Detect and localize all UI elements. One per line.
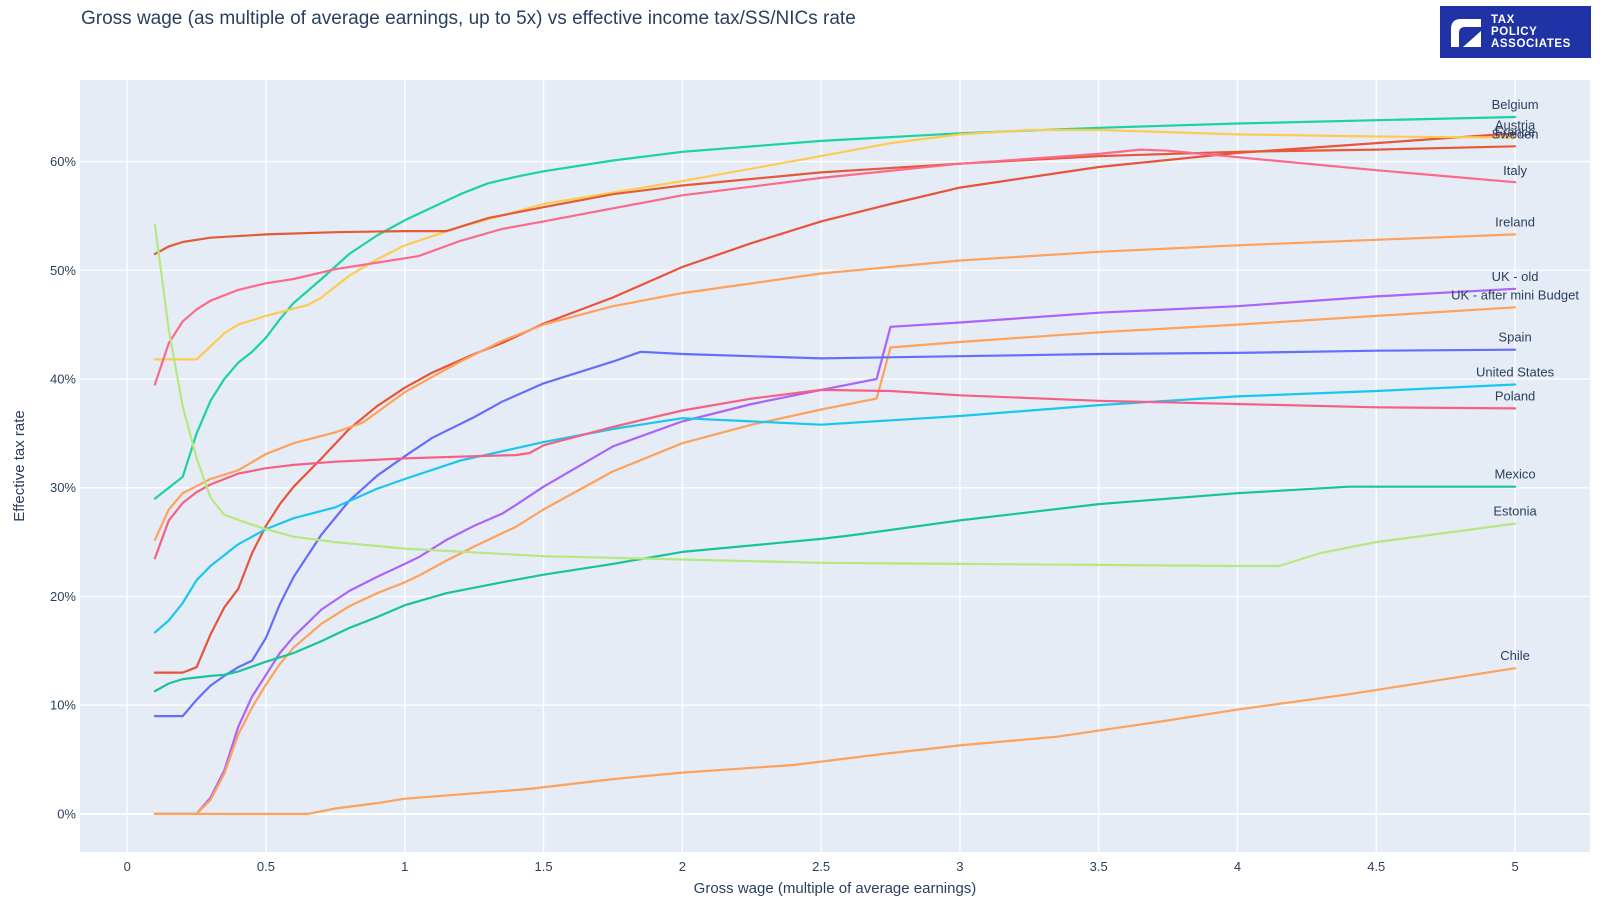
logo-text: TAX POLICY ASSOCIATES <box>1491 14 1571 50</box>
series-line-mexico <box>153 485 1517 693</box>
x-tick-label: 3.5 <box>1090 859 1108 874</box>
series-lines <box>153 115 1517 815</box>
x-tick-label: 4 <box>1234 859 1241 874</box>
series-line-italy <box>153 148 1517 386</box>
x-axis-title: Gross wage (multiple of average earnings… <box>694 880 977 897</box>
x-tick-label: 2.5 <box>812 859 830 874</box>
x-tick-label: 1 <box>401 859 408 874</box>
logo-line-2: POLICY <box>1491 26 1538 38</box>
logo-line-1: TAX <box>1491 14 1515 26</box>
plot-area <box>80 80 1590 852</box>
series-line-estonia <box>153 223 1517 568</box>
series-line-chile <box>153 667 1517 815</box>
gridlines <box>80 80 1590 852</box>
x-tick-label: 5 <box>1511 859 1518 874</box>
logo-line-3: ASSOCIATES <box>1491 38 1571 50</box>
y-tick-label: 40% <box>50 372 76 387</box>
series-label: Spain <box>1498 330 1531 345</box>
series-label: Chile <box>1500 648 1530 663</box>
series-label: Belgium <box>1492 97 1539 112</box>
y-tick-label: 0% <box>57 806 76 821</box>
series-label: Poland <box>1495 388 1535 403</box>
chart-title: Gross wage (as multiple of average earni… <box>81 8 856 29</box>
series-line-uk-after-mini-budget <box>153 306 1517 815</box>
y-tick-label: 60% <box>50 154 76 169</box>
series-line-france <box>153 128 1517 361</box>
series-line-uk-old <box>153 287 1517 815</box>
x-tick-label: 3 <box>956 859 963 874</box>
y-tick-label: 10% <box>50 698 76 713</box>
series-line-austria <box>153 132 1517 674</box>
x-tick-label: 0 <box>124 859 131 874</box>
y-axis-ticks: 0% 10% 20% 30% 40% 50% 60% <box>50 154 76 821</box>
x-tick-label: 1.5 <box>535 859 553 874</box>
series-label: France <box>1495 125 1535 140</box>
series-label: Austria <box>1495 117 1536 132</box>
x-axis-ticks: 0 0.5 1 1.5 2 2.5 3 3.5 4 4.5 5 <box>124 859 1519 874</box>
series-label: UK - old <box>1492 269 1539 284</box>
tax-policy-associates-logo: TAX POLICY ASSOCIATES <box>1440 6 1591 58</box>
y-tick-label: 20% <box>50 589 76 604</box>
series-label: United States <box>1476 364 1555 379</box>
series-line-sweden <box>153 145 1517 256</box>
series-label: UK - after mini Budget <box>1451 287 1579 302</box>
logo-mark-icon <box>1451 19 1481 47</box>
series-label: Estonia <box>1493 504 1537 519</box>
series-line-ireland <box>153 233 1517 541</box>
series-label: Mexico <box>1494 467 1535 482</box>
series-line-belgium <box>153 115 1517 500</box>
series-label: Ireland <box>1495 214 1535 229</box>
y-tick-label: 50% <box>50 263 76 278</box>
y-axis-title: Effective tax rate <box>11 410 28 521</box>
x-tick-label: 0.5 <box>257 859 275 874</box>
series-line-united-states <box>153 383 1517 634</box>
y-tick-label: 30% <box>50 480 76 495</box>
series-line-poland <box>153 388 1517 560</box>
series-label: Sweden <box>1492 126 1539 141</box>
series-label: Italy <box>1503 163 1527 178</box>
x-tick-label: 4.5 <box>1367 859 1385 874</box>
x-tick-label: 2 <box>679 859 686 874</box>
